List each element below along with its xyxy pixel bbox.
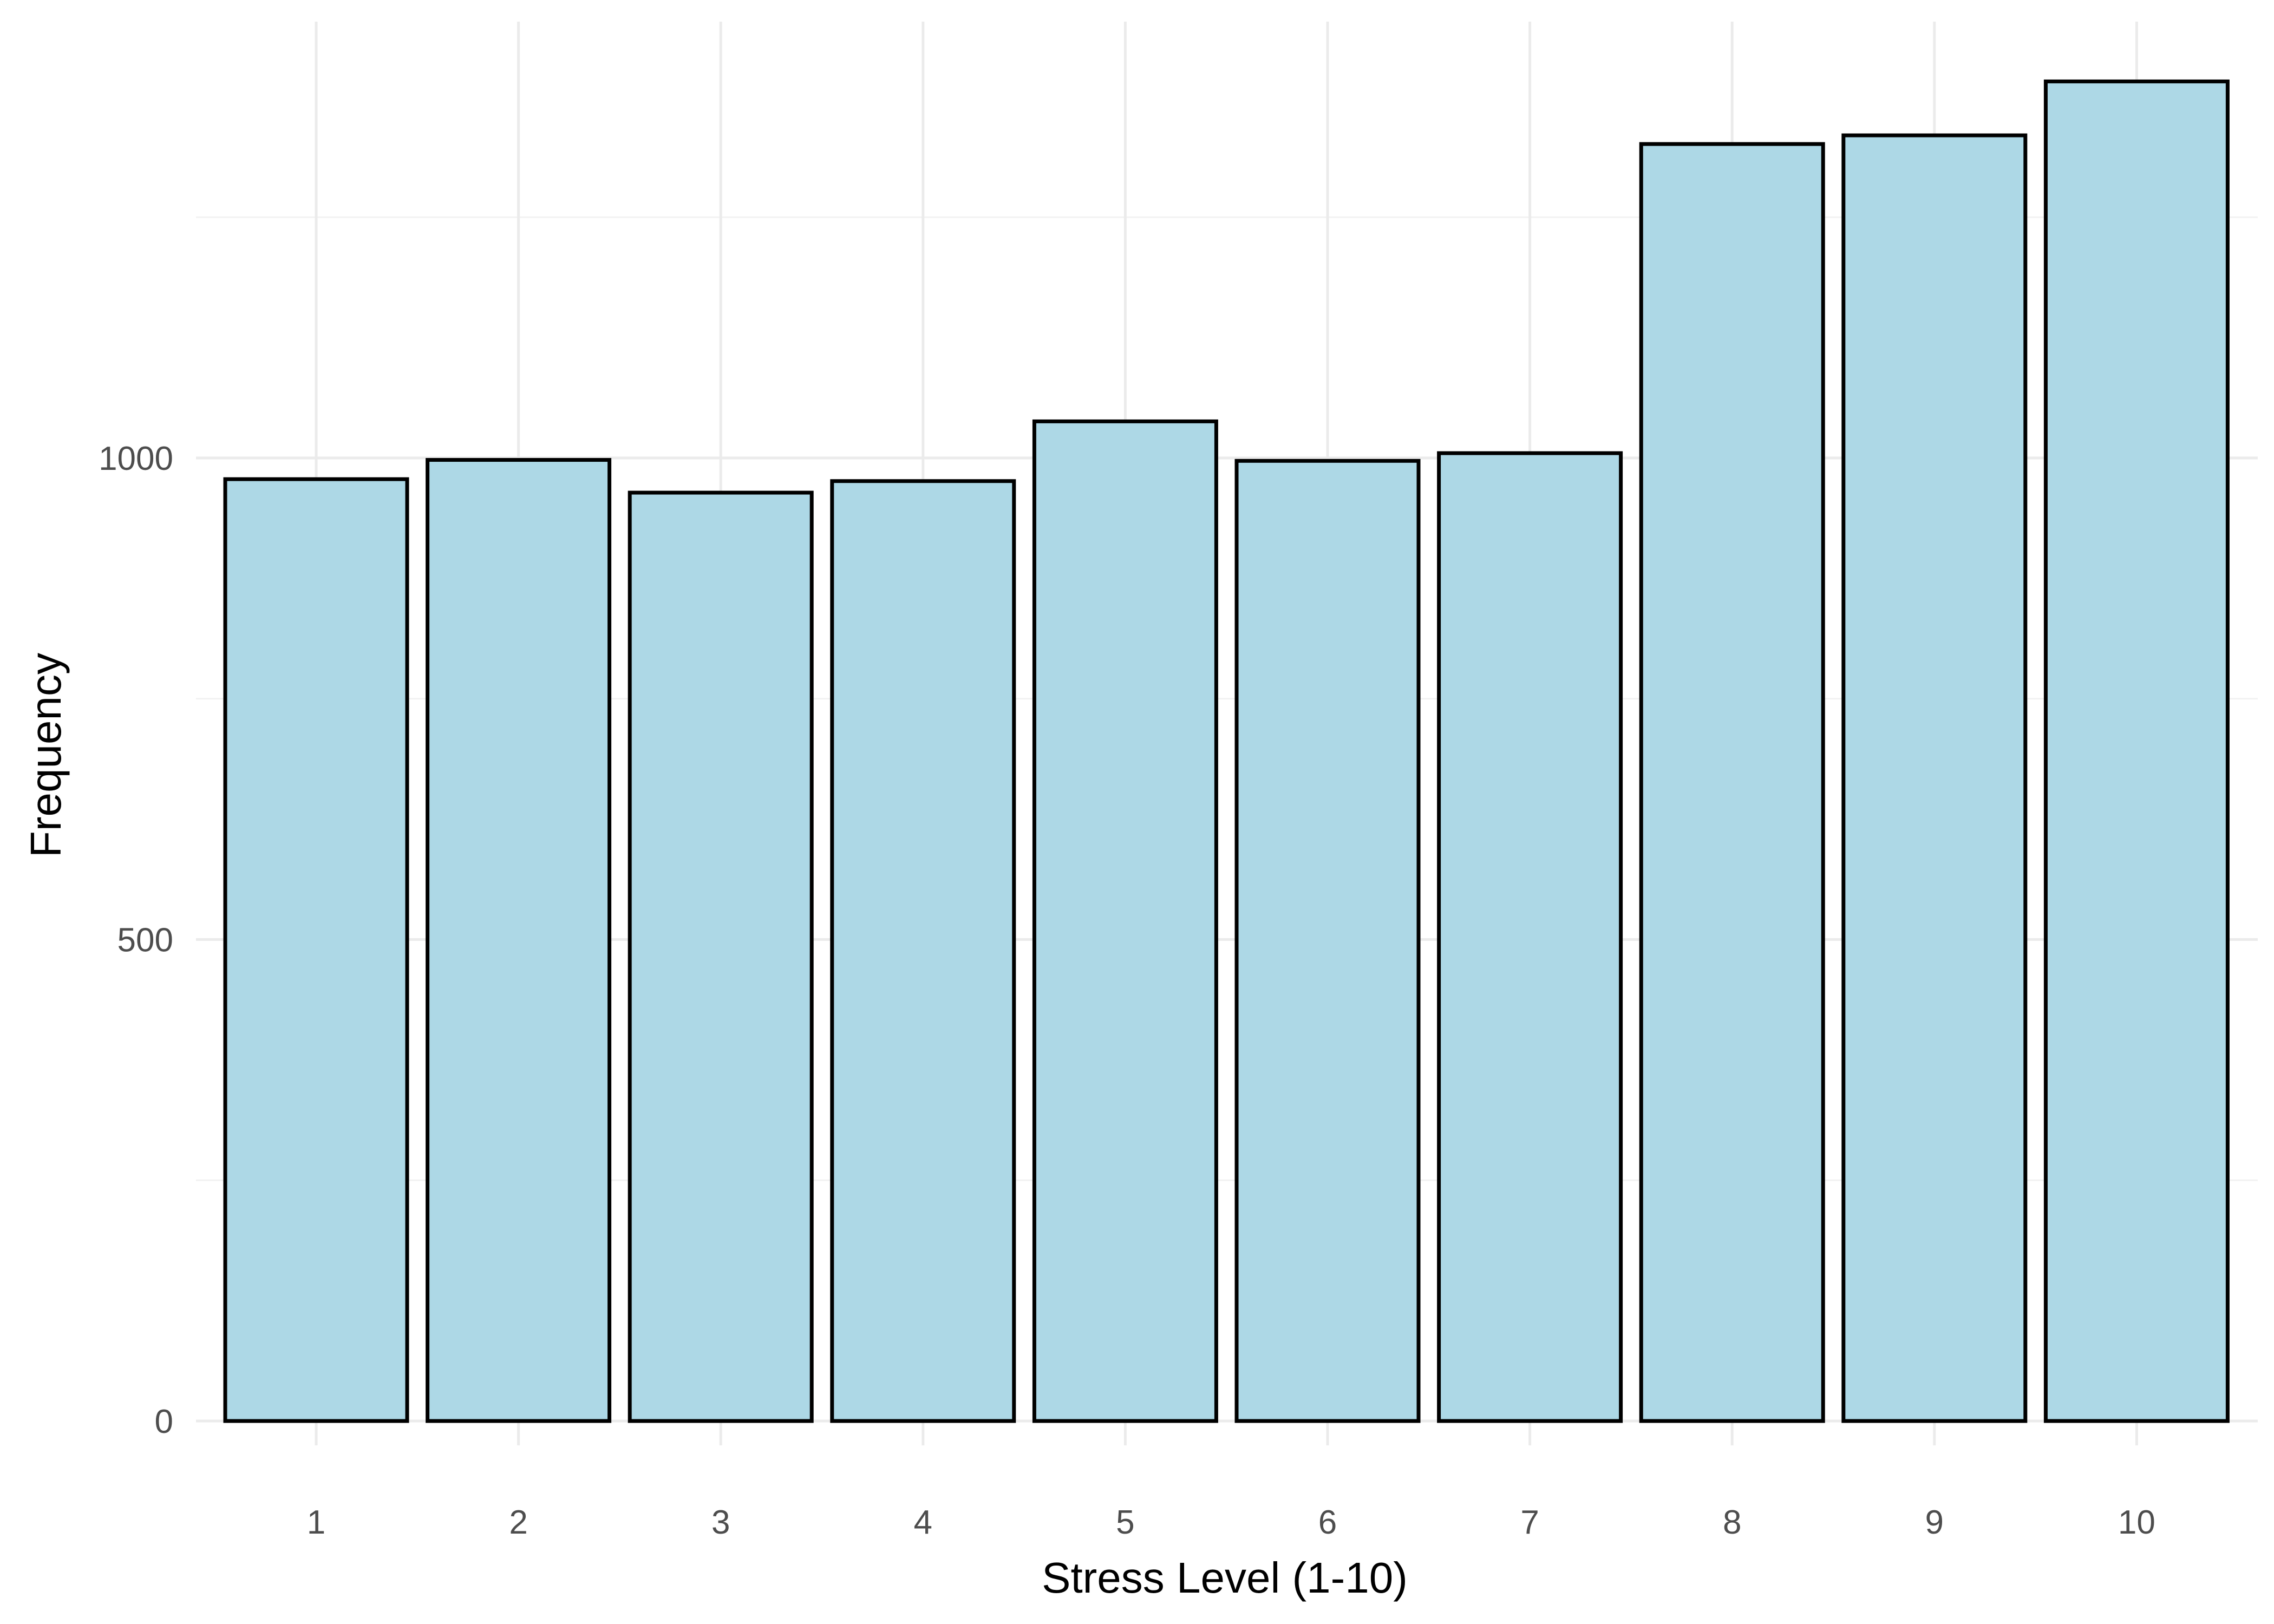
x-tick-label: 1 [307, 1504, 325, 1541]
x-tick-label: 6 [1318, 1504, 1337, 1541]
y-tick-label: 500 [117, 922, 173, 959]
x-tick-label: 3 [711, 1504, 730, 1541]
x-tick-label: 9 [1925, 1504, 1944, 1541]
x-tick-label: 2 [509, 1504, 527, 1541]
bar-4 [830, 479, 1016, 1423]
x-tick-label: 7 [1520, 1504, 1539, 1541]
y-axis-label: Frequency [22, 653, 70, 857]
x-tick-label: 4 [914, 1504, 932, 1541]
bar-10 [2043, 79, 2230, 1423]
x-tick-label: 10 [2118, 1504, 2155, 1541]
bar-9 [1841, 133, 2028, 1423]
bar-7 [1437, 451, 1623, 1423]
x-axis-label: Stress Level (1-10) [1042, 1554, 1408, 1602]
bar-8 [1639, 142, 1825, 1423]
bar-6 [1234, 459, 1421, 1423]
y-tick-label: 1000 [99, 440, 173, 477]
bar-3 [628, 490, 814, 1423]
bar-2 [426, 458, 612, 1423]
x-tick-label: 8 [1723, 1504, 1741, 1541]
y-tick-label: 0 [155, 1403, 173, 1440]
bar-1 [223, 477, 409, 1423]
bars [223, 79, 2230, 1423]
y-tick-labels: 0 500 1000 [99, 440, 173, 1440]
x-tick-labels: 1 2 3 4 5 6 7 8 9 10 [307, 1504, 2155, 1541]
bar-5 [1032, 419, 1218, 1423]
x-tick-label: 5 [1116, 1504, 1134, 1541]
